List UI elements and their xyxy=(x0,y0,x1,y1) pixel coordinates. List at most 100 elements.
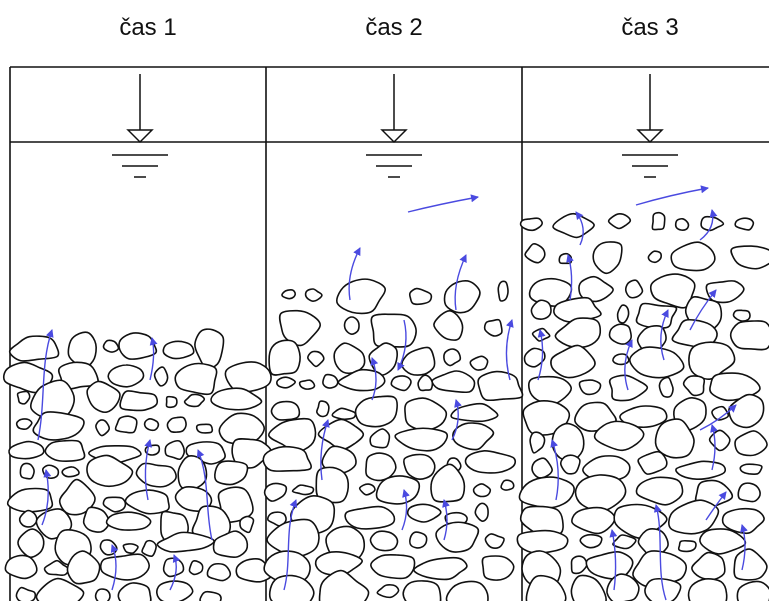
sediment-grain xyxy=(166,416,187,434)
sediment-grain xyxy=(431,370,476,394)
flow-arrow xyxy=(451,399,462,441)
sediment-grain xyxy=(730,245,769,270)
sediment-grain xyxy=(343,316,360,335)
sediment-grain xyxy=(315,400,330,418)
flow-arrow xyxy=(41,469,52,526)
sediment-grain xyxy=(16,390,31,405)
sediment-grain xyxy=(102,496,127,513)
sediment-grain xyxy=(579,533,603,549)
sediment-grain xyxy=(729,320,769,351)
flow-arrow xyxy=(505,319,514,381)
sediment-grain xyxy=(141,539,157,558)
sediment-grain xyxy=(525,574,567,601)
sediment-grain xyxy=(199,590,222,601)
sediment-grain xyxy=(214,460,249,486)
sediment-grain xyxy=(518,476,575,509)
flow-arrow xyxy=(110,544,119,591)
sediment-grain xyxy=(124,489,170,515)
sediment-grain xyxy=(375,475,421,505)
sediment-grain xyxy=(404,397,448,432)
sediment-grain xyxy=(552,212,595,239)
sediment-grain xyxy=(699,528,747,555)
sediment-grain xyxy=(578,379,602,396)
sediment-grain xyxy=(736,580,769,601)
sediment-grain xyxy=(369,530,399,552)
flow-arrow xyxy=(370,357,379,401)
sediment-grain xyxy=(102,339,120,353)
sediment-grain xyxy=(322,373,339,389)
sediment-grain xyxy=(464,450,517,474)
flow-arrow xyxy=(550,439,559,501)
sediment-grain xyxy=(118,332,158,361)
sediment-grain xyxy=(651,211,666,231)
sediment-grain xyxy=(143,417,160,432)
sediment-grain xyxy=(608,374,649,402)
sediment-grain xyxy=(306,350,325,368)
sediment-grain xyxy=(336,278,386,315)
sediment-grain xyxy=(711,405,730,421)
sediment-grain xyxy=(239,515,255,534)
sediment-grain xyxy=(153,366,169,387)
flow-arrow xyxy=(699,209,718,241)
sediment-grain xyxy=(58,478,96,516)
flow-arrow xyxy=(624,339,633,391)
sediment-grain xyxy=(607,213,632,230)
sediment-grain xyxy=(417,374,434,392)
sediment-grain xyxy=(721,507,765,535)
sediment-grain xyxy=(739,463,763,475)
sediment-grain xyxy=(674,217,690,231)
sediment-grain xyxy=(370,313,417,348)
sediment-grain xyxy=(670,241,716,272)
sediment-grain xyxy=(529,431,546,454)
sediment-grain xyxy=(369,428,391,449)
sediment-grain xyxy=(682,375,706,397)
sediment-grain xyxy=(6,487,54,513)
sediment-grain xyxy=(298,379,316,390)
sediment-grain xyxy=(41,464,60,480)
flow-arrow xyxy=(169,554,181,591)
sediment-grain xyxy=(174,362,218,396)
sediment-grain xyxy=(500,479,515,491)
upward-flow-arrows xyxy=(37,185,748,601)
sediment-grain xyxy=(481,555,515,581)
sediment-grain xyxy=(281,289,297,300)
sediment-grain xyxy=(19,462,35,480)
sediment-grain xyxy=(635,476,684,506)
sediment-grain xyxy=(401,346,436,376)
sediment-grain xyxy=(119,390,159,412)
sediment-grain xyxy=(164,439,186,461)
sediment-grain xyxy=(443,348,462,367)
sediment-grain xyxy=(135,462,177,488)
flow-arrow xyxy=(320,419,330,481)
sediment-grain xyxy=(370,553,416,580)
sediment-grain xyxy=(443,280,481,314)
flow-arrow xyxy=(566,254,574,301)
sediment-grain xyxy=(483,318,503,337)
sediment-grain xyxy=(629,346,685,379)
sediment-grain xyxy=(188,560,204,576)
sediment-grain xyxy=(35,577,85,601)
panel-1-title: čas 1 xyxy=(119,14,177,41)
sediment-grain xyxy=(635,302,678,329)
sediment-grain xyxy=(574,474,627,513)
sediment-grain xyxy=(331,407,357,421)
sediment-grain xyxy=(675,460,727,481)
sediment-grain xyxy=(195,423,214,434)
sediment-grain xyxy=(658,376,674,398)
sediment-grain xyxy=(732,309,751,322)
sediment-grain xyxy=(390,375,412,392)
sediment-grain xyxy=(82,506,110,533)
sediment-grain xyxy=(477,370,524,402)
panel-3-title: čas 3 xyxy=(621,14,679,41)
sediment-grain xyxy=(66,550,101,585)
sediment-grain xyxy=(632,550,687,588)
water-level-symbol-1 xyxy=(112,74,168,178)
sediment-grain xyxy=(430,463,466,503)
sediment-grain xyxy=(114,415,138,434)
sediment-grain xyxy=(224,361,272,393)
grain-bed-panel-1 xyxy=(2,328,273,601)
sediment-grain xyxy=(624,279,644,299)
sediment-grain xyxy=(43,559,70,576)
sediment-grain xyxy=(61,466,80,478)
